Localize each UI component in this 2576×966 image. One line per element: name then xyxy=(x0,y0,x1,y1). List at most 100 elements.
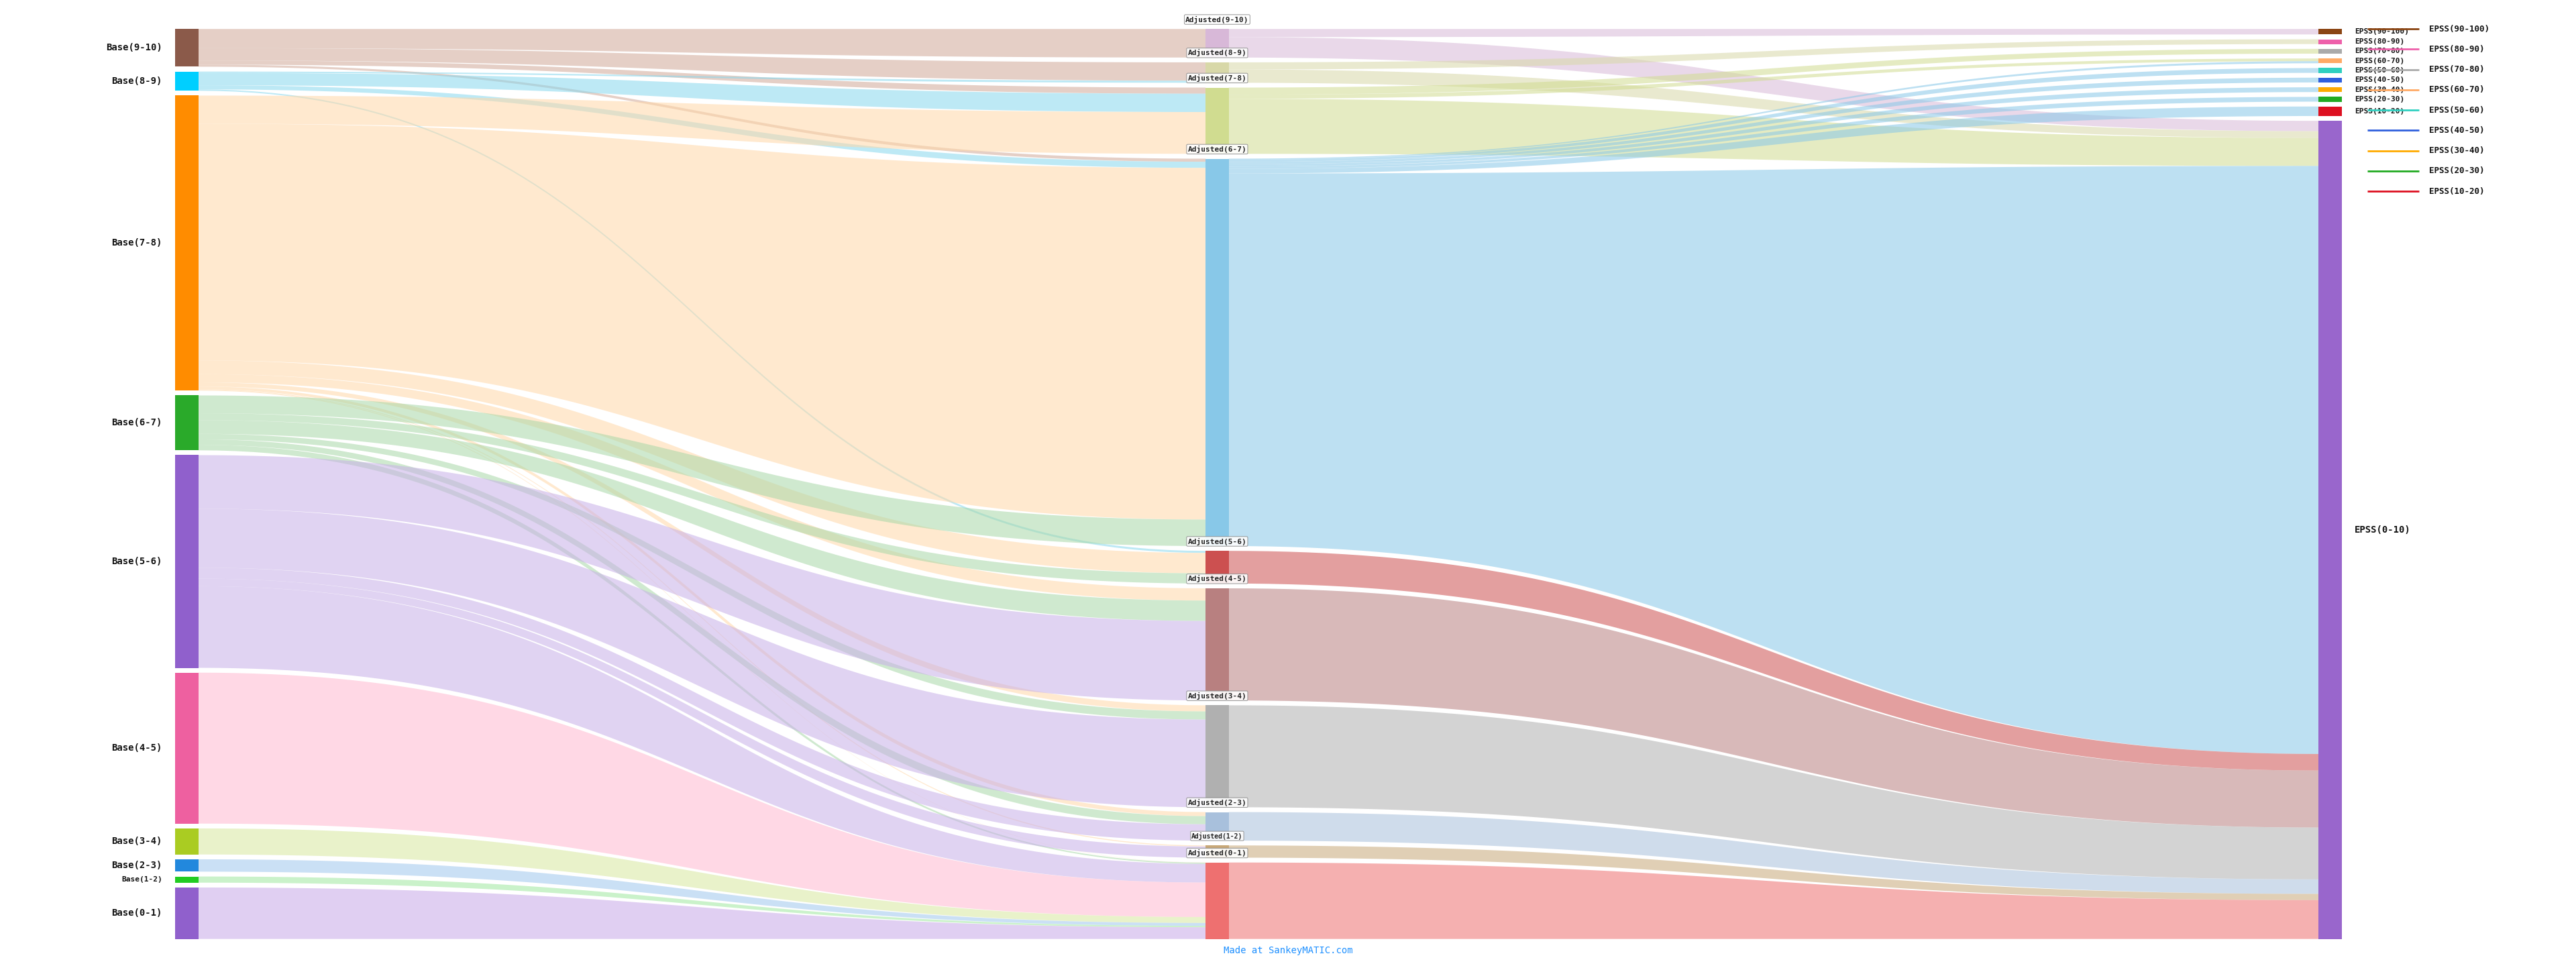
Polygon shape xyxy=(198,434,1206,720)
Polygon shape xyxy=(1229,705,2318,879)
Polygon shape xyxy=(1229,97,2318,169)
Text: EPSS(40-50): EPSS(40-50) xyxy=(2354,76,2403,83)
Text: EPSS(0-10): EPSS(0-10) xyxy=(2354,526,2411,534)
Polygon shape xyxy=(1229,166,2318,754)
Polygon shape xyxy=(198,888,1206,939)
Text: EPSS(60-70): EPSS(60-70) xyxy=(2429,85,2483,95)
Text: EPSS(30-40): EPSS(30-40) xyxy=(2354,86,2403,93)
Bar xyxy=(1206,551,1229,583)
Bar xyxy=(2318,121,2342,939)
Text: Adjusted(4-5): Adjusted(4-5) xyxy=(1188,575,1247,582)
Bar xyxy=(1206,588,1229,700)
Text: Adjusted(1-2): Adjusted(1-2) xyxy=(1193,833,1242,839)
Polygon shape xyxy=(198,389,1206,846)
Bar xyxy=(175,29,198,67)
Polygon shape xyxy=(1229,49,2318,95)
Text: Adjusted(0-1): Adjusted(0-1) xyxy=(1188,849,1247,857)
Text: EPSS(50-60): EPSS(50-60) xyxy=(2354,67,2403,73)
Bar xyxy=(175,888,198,939)
Bar xyxy=(2318,40,2342,44)
Text: EPSS(80-90): EPSS(80-90) xyxy=(2429,44,2483,54)
Polygon shape xyxy=(1229,37,2318,131)
Text: Base(9-10): Base(9-10) xyxy=(106,43,162,52)
Bar xyxy=(175,829,198,855)
Text: Base(5-6): Base(5-6) xyxy=(111,556,162,566)
Polygon shape xyxy=(198,90,1206,553)
Text: Adjusted(8-9): Adjusted(8-9) xyxy=(1188,49,1247,57)
Text: Adjusted(6-7): Adjusted(6-7) xyxy=(1188,146,1247,153)
Polygon shape xyxy=(198,586,1206,883)
Polygon shape xyxy=(198,29,1206,58)
Bar xyxy=(1206,705,1229,808)
Polygon shape xyxy=(198,455,1206,700)
Text: EPSS(10-20): EPSS(10-20) xyxy=(2354,108,2403,115)
Polygon shape xyxy=(198,383,1206,711)
Polygon shape xyxy=(1229,68,2318,162)
Polygon shape xyxy=(198,444,1206,864)
Text: EPSS(30-40): EPSS(30-40) xyxy=(2429,146,2483,156)
Bar xyxy=(2318,68,2342,72)
Polygon shape xyxy=(198,85,1206,168)
Text: Base(0-1): Base(0-1) xyxy=(111,909,162,918)
Polygon shape xyxy=(198,579,1206,858)
Text: EPSS(70-80): EPSS(70-80) xyxy=(2429,65,2483,74)
Polygon shape xyxy=(198,374,1206,601)
Polygon shape xyxy=(198,65,1206,161)
Bar xyxy=(1206,63,1229,83)
Bar xyxy=(1206,88,1229,154)
Bar xyxy=(175,96,198,390)
Polygon shape xyxy=(1229,29,2318,37)
Polygon shape xyxy=(198,672,1206,917)
Polygon shape xyxy=(1229,70,2318,138)
Text: EPSS(50-60): EPSS(50-60) xyxy=(2429,105,2483,115)
Bar xyxy=(1206,863,1229,939)
Bar xyxy=(2318,49,2342,54)
Polygon shape xyxy=(198,440,1206,824)
Polygon shape xyxy=(198,568,1206,840)
Text: Made at SankeyMATIC.com: Made at SankeyMATIC.com xyxy=(1224,946,1352,955)
Text: Base(6-7): Base(6-7) xyxy=(111,418,162,428)
Polygon shape xyxy=(1229,588,2318,828)
Bar xyxy=(175,455,198,668)
Bar xyxy=(1206,812,1229,840)
Polygon shape xyxy=(1229,845,2318,900)
Bar xyxy=(2318,77,2342,82)
Polygon shape xyxy=(198,860,1206,925)
Bar xyxy=(1206,845,1229,858)
Text: EPSS(20-30): EPSS(20-30) xyxy=(2429,166,2483,176)
Polygon shape xyxy=(198,413,1206,583)
Text: EPSS(20-30): EPSS(20-30) xyxy=(2354,96,2403,102)
Bar xyxy=(1206,29,1229,58)
Polygon shape xyxy=(198,72,1206,112)
Text: EPSS(10-20): EPSS(10-20) xyxy=(2429,186,2483,196)
Bar xyxy=(175,71,198,91)
Bar xyxy=(1206,158,1229,546)
Text: Base(3-4): Base(3-4) xyxy=(111,837,162,846)
Polygon shape xyxy=(1229,99,2318,166)
Polygon shape xyxy=(198,124,1206,520)
Polygon shape xyxy=(1229,812,2318,894)
Bar xyxy=(2318,29,2342,35)
Polygon shape xyxy=(1229,106,2318,174)
Polygon shape xyxy=(198,61,1206,94)
Polygon shape xyxy=(198,420,1206,621)
Polygon shape xyxy=(1229,61,2318,159)
Polygon shape xyxy=(198,395,1206,546)
Bar xyxy=(175,395,198,450)
Polygon shape xyxy=(198,71,1206,83)
Polygon shape xyxy=(1229,863,2318,939)
Polygon shape xyxy=(1229,40,2318,70)
Bar xyxy=(175,876,198,883)
Text: Base(2-3): Base(2-3) xyxy=(111,861,162,870)
Text: Base(8-9): Base(8-9) xyxy=(111,76,162,86)
Text: Adjusted(3-4): Adjusted(3-4) xyxy=(1188,692,1247,699)
Text: EPSS(90-100): EPSS(90-100) xyxy=(2429,24,2488,34)
Bar xyxy=(2318,97,2342,101)
Text: EPSS(80-90): EPSS(80-90) xyxy=(2354,39,2403,45)
Polygon shape xyxy=(1229,59,2318,99)
Text: Adjusted(7-8): Adjusted(7-8) xyxy=(1188,74,1247,82)
Text: EPSS(60-70): EPSS(60-70) xyxy=(2354,58,2403,64)
Polygon shape xyxy=(198,829,1206,923)
Text: Adjusted(9-10): Adjusted(9-10) xyxy=(1185,15,1249,23)
Polygon shape xyxy=(1229,77,2318,164)
